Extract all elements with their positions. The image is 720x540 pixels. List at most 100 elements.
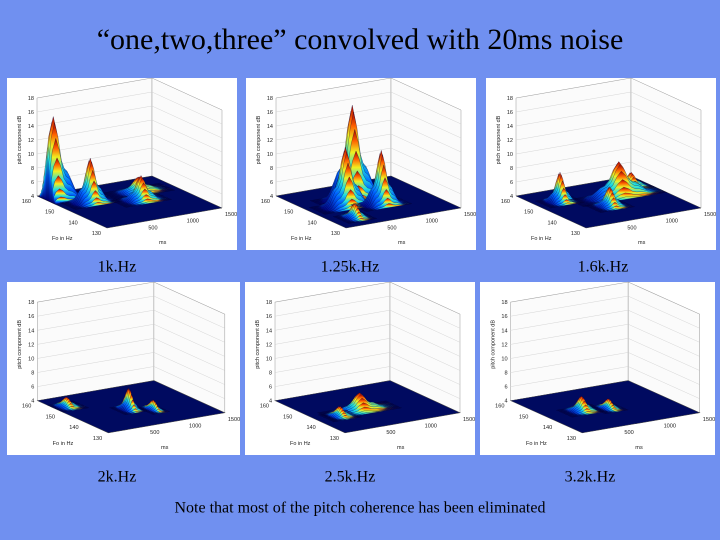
wall-grid xyxy=(275,161,462,195)
wall-grid xyxy=(515,147,702,181)
ms-tick-label: 500 xyxy=(624,430,633,436)
surface-strip xyxy=(124,410,149,415)
z-tick-label: 14 xyxy=(501,328,507,334)
wall-grid xyxy=(36,161,223,195)
ms-tick-label: 1500 xyxy=(463,417,475,423)
z-tick-label: 10 xyxy=(266,356,272,362)
z-tick-label: 16 xyxy=(267,110,273,116)
fo-tick-label: 150 xyxy=(524,210,533,216)
surface-strip xyxy=(122,404,146,414)
z-tick-label: 12 xyxy=(28,342,34,348)
ms-tick-label: 1000 xyxy=(426,219,438,225)
surface-strip xyxy=(123,408,147,415)
surface-strip xyxy=(148,405,167,413)
wall-grid xyxy=(36,119,223,153)
z-tick-label: 10 xyxy=(267,152,273,158)
z-tick-label: 4 xyxy=(31,194,34,200)
wall-grid xyxy=(274,366,461,399)
z-tick-label: 8 xyxy=(504,371,507,377)
wall-grid xyxy=(37,295,225,329)
z-tick-label: 6 xyxy=(504,385,507,391)
wall-grid xyxy=(275,133,462,167)
y-axis-label: ms xyxy=(635,445,643,451)
wall-grid xyxy=(275,119,462,153)
wall-grid xyxy=(510,352,700,385)
ms-tick-label: 1000 xyxy=(189,424,201,430)
z-tick-label: 14 xyxy=(266,328,272,334)
z-tick-label: 18 xyxy=(507,96,513,102)
fo-tick-label: 140 xyxy=(307,220,316,226)
z-tick-label: 4 xyxy=(269,399,272,405)
panel-caption: 2k.Hz xyxy=(98,469,137,486)
z-tick-label: 6 xyxy=(269,385,272,391)
x-axis-label: Fo in Hz xyxy=(53,441,74,447)
y-axis-label: ms xyxy=(397,445,405,451)
fo-tick-label: 160 xyxy=(261,199,270,205)
ms-tick-label: 500 xyxy=(627,225,636,231)
surface-strip xyxy=(149,408,168,414)
y-axis-label: ms xyxy=(398,240,406,246)
ms-tick-label: 1000 xyxy=(666,219,678,225)
wall-grid xyxy=(36,91,223,125)
z-tick-label: 6 xyxy=(31,180,34,186)
ms-tick-label: 1500 xyxy=(464,212,476,218)
surface-strip xyxy=(150,410,169,415)
wall-grid xyxy=(37,324,225,357)
plot: 4 6 8 10 12 14 16 18 160 150 140 130 500 1000 1500 pitc… xyxy=(7,281,240,455)
z-tick-label: 4 xyxy=(504,399,507,405)
z-tick-label: 10 xyxy=(501,356,507,362)
fo-tick-label: 150 xyxy=(519,414,528,420)
z-tick-label: 14 xyxy=(28,124,34,130)
surface-strip xyxy=(603,409,628,414)
plot: 4 6 8 10 12 14 16 18 160 150 140 130 500 1000 1500 pitc… xyxy=(480,281,715,455)
z-tick-label: 8 xyxy=(31,371,34,377)
ms-tick-label: 500 xyxy=(148,225,157,231)
fo-tick-label: 150 xyxy=(46,414,55,420)
fo-tick-label: 150 xyxy=(283,414,292,420)
z-tick-label: 18 xyxy=(501,300,507,306)
wall-grid xyxy=(274,352,461,385)
wall-grid xyxy=(36,133,223,167)
wall-grid xyxy=(274,324,461,357)
y-axis-label: ms xyxy=(159,240,167,246)
z-axis-label: pitch component dB xyxy=(496,115,502,164)
z-tick-label: 16 xyxy=(28,314,34,320)
wall-grid xyxy=(37,338,225,371)
wall-grid xyxy=(37,352,225,385)
surface-strip xyxy=(152,411,170,415)
wall-grid xyxy=(275,105,462,139)
wall-grid xyxy=(274,295,461,329)
z-tick-label: 12 xyxy=(266,342,272,348)
fo-tick-label: 160 xyxy=(260,404,269,410)
wall-grid xyxy=(515,133,702,167)
plot: 4 6 8 10 12 14 16 18 160 150 140 130 500 1000 1500 pitc… xyxy=(245,281,475,455)
z-tick-label: 18 xyxy=(28,300,34,306)
x-axis-label: Fo in Hz xyxy=(52,236,73,242)
note: Note that most of the pitch coherence ha… xyxy=(175,500,546,517)
z-tick-label: 4 xyxy=(31,399,34,405)
z-tick-label: 8 xyxy=(510,166,513,172)
z-tick-label: 4 xyxy=(270,194,273,200)
x-axis-label: Fo in Hz xyxy=(290,441,311,447)
surface-strip xyxy=(147,403,165,413)
y-axis-label: ms xyxy=(161,445,169,451)
z-tick-label: 14 xyxy=(28,328,34,334)
panel-caption: 1.25k.Hz xyxy=(321,259,380,276)
wall-grid xyxy=(515,161,702,195)
ms-tick-label: 500 xyxy=(387,225,396,231)
fo-tick-label: 150 xyxy=(284,210,293,216)
fo-tick-label: 140 xyxy=(547,220,556,226)
fo-tick-label: 140 xyxy=(543,425,552,431)
z-tick-label: 6 xyxy=(510,180,513,186)
z-tick-label: 6 xyxy=(31,385,34,391)
wall-grid xyxy=(37,366,225,399)
surface-strip xyxy=(125,199,172,208)
fo-tick-label: 130 xyxy=(331,231,340,237)
ms-tick-label: 1500 xyxy=(225,212,237,218)
wall-grid xyxy=(510,324,700,357)
ms-tick-label: 1000 xyxy=(187,219,199,225)
ms-tick-label: 1000 xyxy=(425,423,437,429)
z-tick-label: 10 xyxy=(28,152,34,158)
surface-strip xyxy=(333,416,363,423)
